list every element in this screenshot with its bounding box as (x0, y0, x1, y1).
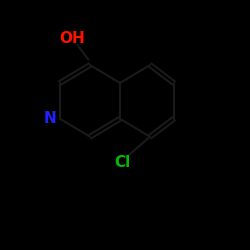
Text: N: N (44, 111, 56, 126)
Text: Cl: Cl (114, 155, 130, 170)
Text: OH: OH (60, 31, 86, 46)
